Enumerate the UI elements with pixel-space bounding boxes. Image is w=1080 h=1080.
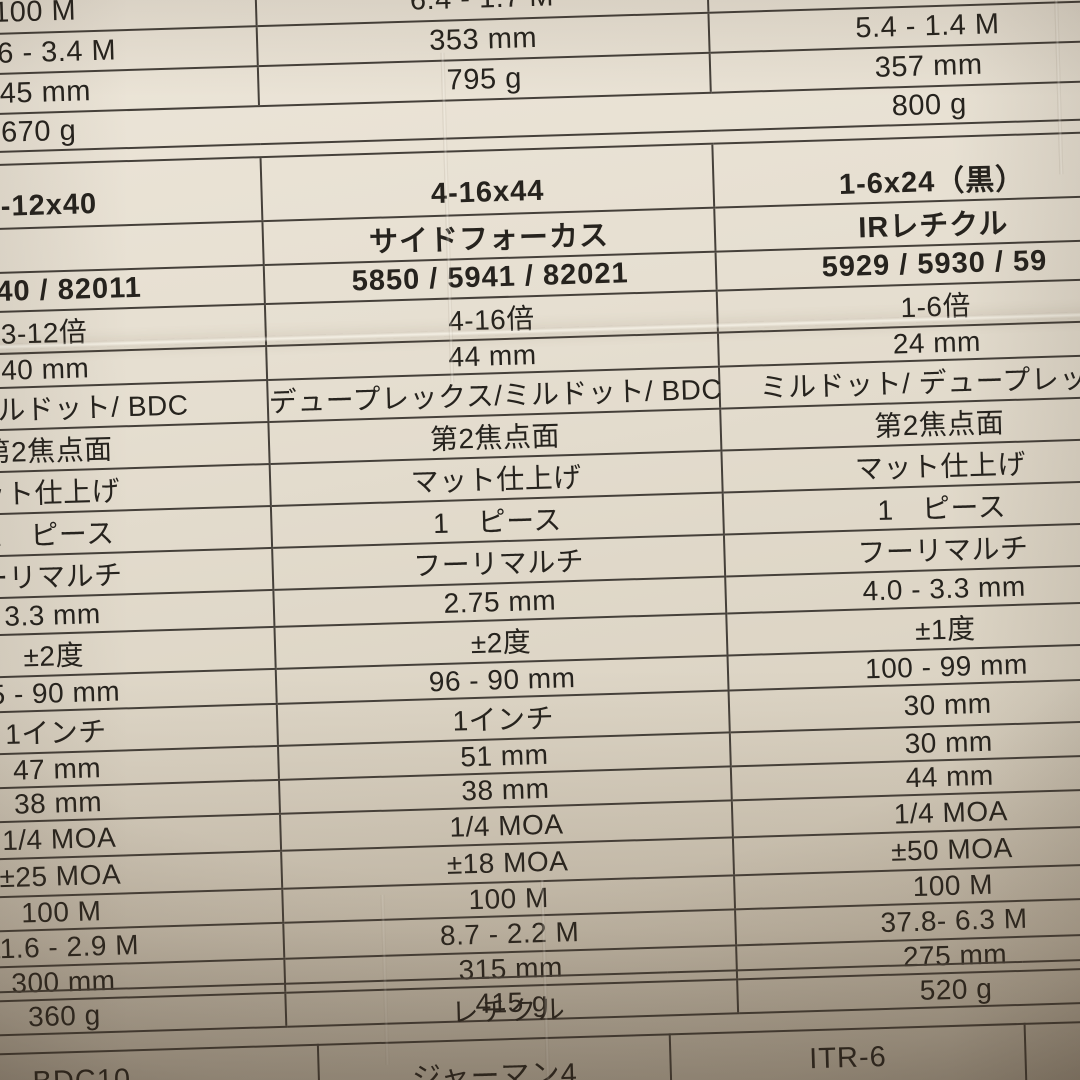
model-header-cell: 1-6x24（黒） [712, 130, 1080, 208]
spec-cell: 670 g [0, 106, 261, 158]
spec-table-top: 100 M 6.4 - 1.7 M 12.6 - 3.4 M 353 mm 5.… [0, 0, 1080, 158]
reticle-name-cell [1024, 1019, 1080, 1080]
reticle-name-cell: ITR-6 [669, 1023, 1028, 1080]
